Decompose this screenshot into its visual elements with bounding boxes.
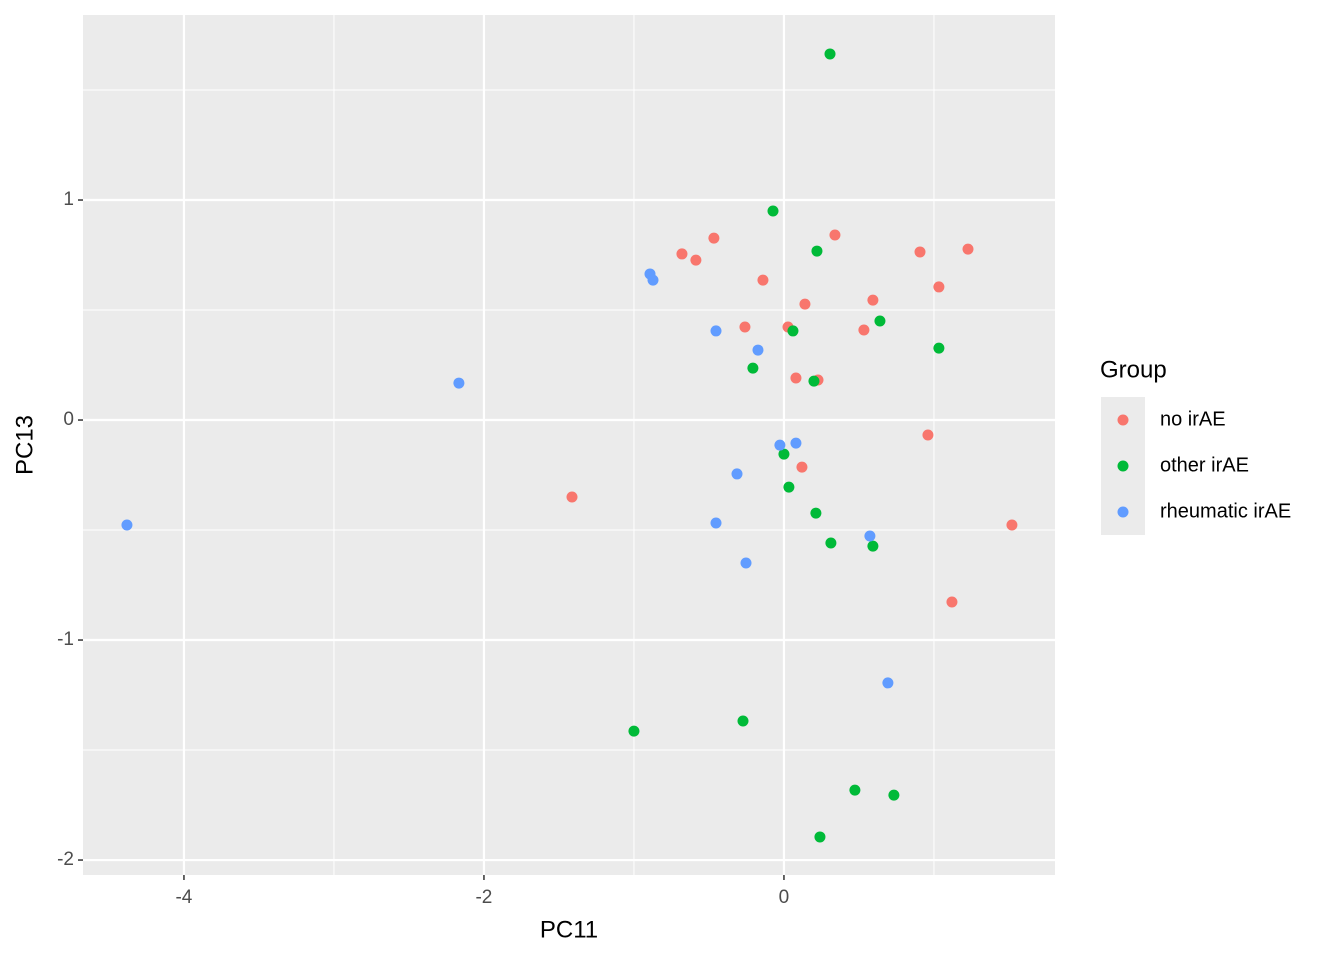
point: [740, 557, 752, 569]
point: [962, 243, 974, 255]
x-tick-label: -4: [175, 887, 192, 908]
point: [628, 725, 640, 737]
point: [566, 491, 578, 503]
point: [739, 321, 751, 333]
point: [767, 205, 779, 217]
point: [864, 530, 876, 542]
x-axis-title: PC11: [540, 916, 598, 943]
point: [808, 375, 820, 387]
point: [922, 429, 934, 441]
point: [814, 831, 826, 843]
point: [888, 789, 900, 801]
point: [708, 232, 720, 244]
point: [453, 377, 465, 389]
point: [1006, 519, 1018, 531]
point: [811, 245, 823, 257]
point: [933, 342, 945, 354]
y-tick-label: 0: [63, 409, 74, 430]
legend-title: Group: [1100, 356, 1167, 383]
point: [731, 468, 743, 480]
point: [647, 274, 659, 286]
point: [933, 281, 945, 293]
legend-swatch: [1117, 414, 1129, 426]
legend-label: no irAE: [1160, 408, 1226, 430]
y-tick-label: 1: [63, 189, 74, 210]
point: [710, 325, 722, 337]
point: [121, 519, 133, 531]
legend-label: other irAE: [1160, 454, 1249, 476]
point: [825, 537, 837, 549]
point: [882, 677, 894, 689]
point: [858, 324, 870, 336]
legend-label: rheumatic irAE: [1160, 500, 1291, 522]
point: [783, 481, 795, 493]
point: [676, 248, 688, 260]
point: [849, 784, 861, 796]
y-tick-label: -2: [57, 849, 74, 870]
panel: [83, 15, 1055, 875]
point: [946, 596, 958, 608]
point: [829, 229, 841, 241]
legend-swatch: [1117, 506, 1129, 518]
point: [710, 517, 722, 529]
point: [867, 294, 879, 306]
point: [774, 439, 786, 451]
x-tick-label: 0: [779, 887, 790, 908]
point: [790, 372, 802, 384]
point: [690, 254, 702, 266]
point: [790, 437, 802, 449]
point: [914, 246, 926, 258]
point: [787, 325, 799, 337]
point: [810, 507, 822, 519]
y-axis-title: PC13: [11, 415, 38, 475]
point: [874, 315, 886, 327]
point: [799, 298, 811, 310]
point: [796, 461, 808, 473]
point: [752, 344, 764, 356]
point: [757, 274, 769, 286]
x-tick-label: -2: [475, 887, 492, 908]
point: [778, 448, 790, 460]
point: [824, 48, 836, 60]
point: [867, 540, 879, 552]
point: [737, 715, 749, 727]
point: [747, 362, 759, 374]
y-tick-label: -1: [57, 629, 74, 650]
legend-swatch: [1117, 460, 1129, 472]
